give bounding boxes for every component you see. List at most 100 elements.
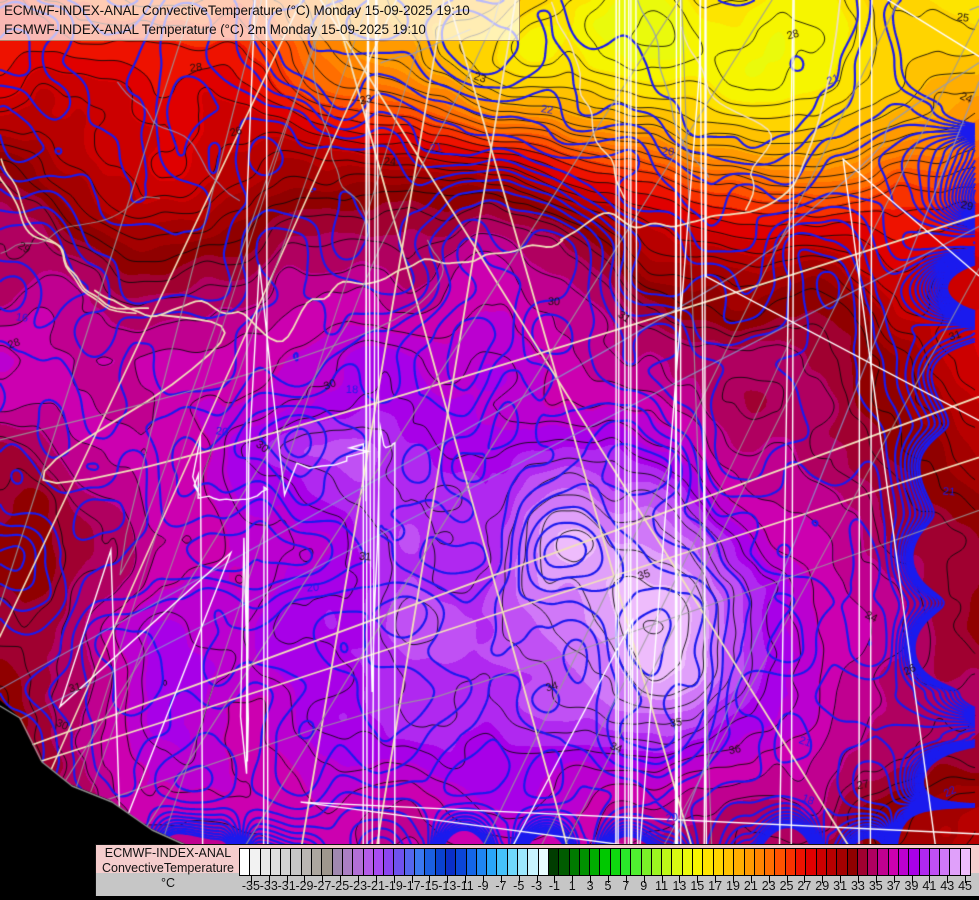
legend-units-label: °C	[160, 876, 176, 890]
colorbar-tick-label: -11	[456, 879, 474, 893]
colorbar-tick	[590, 875, 592, 883]
colorbar-swatch	[599, 849, 610, 875]
colorbar-swatch	[619, 849, 631, 875]
colorbar-tick	[429, 875, 431, 883]
colorbar-swatch	[424, 849, 435, 875]
colorbar-swatch	[589, 849, 600, 875]
colorbar-swatch	[949, 849, 960, 875]
colorbar-tick	[715, 875, 717, 883]
colorbar-swatch	[547, 849, 559, 875]
colorbar-tick-label: -7	[495, 879, 507, 893]
colorbar[interactable]	[239, 848, 971, 876]
colorbar-swatch	[609, 849, 620, 875]
colorbar-swatch	[311, 849, 322, 875]
colorbar-swatch	[846, 849, 857, 875]
colorbar-tick-label: -23	[349, 879, 368, 893]
colorbar-swatch	[898, 849, 909, 875]
colorbar-swatch	[506, 849, 518, 875]
colorbar-tick-label: 3	[586, 879, 594, 893]
colorbar-tick	[822, 875, 824, 883]
colorbar-swatch	[753, 849, 765, 875]
colorbar-tick	[732, 875, 734, 883]
colorbar-tick-label: -35	[241, 879, 260, 893]
colorbar-tick-label: 19	[726, 879, 740, 893]
colorbar-tick-label: -27	[313, 879, 332, 893]
colorbar-tick-label: 11	[655, 879, 669, 893]
colorbar-tick-label: 17	[708, 879, 723, 893]
colorbar-tick	[447, 875, 449, 883]
colorbar-swatch	[300, 849, 312, 875]
colorbar-tick	[304, 875, 306, 883]
colorbar-swatch	[578, 849, 590, 875]
colorbar-swatch	[939, 849, 950, 875]
colorbar-swatch	[362, 849, 373, 875]
colorbar-tick	[554, 875, 556, 883]
colorbar-tick-label: 37	[886, 879, 901, 893]
colorbar-tick-label: 41	[922, 879, 937, 893]
colorbar-tick-label: 23	[761, 879, 776, 893]
colorbar-tick-labels: -35 -33 -31 -29 -27 -25 -23 -21 -19 -17 -15 -13 -11-…	[239, 879, 973, 895]
colorbar-swatch	[372, 849, 384, 875]
colorbar-swatch	[722, 849, 734, 875]
colorbar-swatch	[475, 849, 487, 875]
map-title-overlay: ECMWF-INDEX-ANAL ConvectiveTemperature (…	[0, 0, 520, 41]
colorbar-tick	[500, 875, 502, 883]
colorbar-swatch	[887, 849, 898, 875]
colorbar-tick	[536, 875, 538, 883]
colorbar-swatch	[486, 849, 497, 875]
colorbar-tick	[750, 875, 752, 883]
title-line-temperature-2m: ECMWF-INDEX-ANAL Temperature (°C) 2m Mon…	[4, 22, 426, 37]
colorbar-tick	[286, 875, 288, 883]
colorbar-tick-label: 25	[779, 879, 794, 893]
colorbar-tick-label: 31	[833, 879, 848, 893]
colorbar-swatch	[527, 849, 538, 875]
colorbar-tick-label: -9	[477, 879, 489, 893]
color-scale-legend: ECMWF-INDEX-ANAL ConvectiveTemperature °…	[95, 844, 979, 896]
colorbar-tick	[661, 875, 663, 883]
colorbar-tick	[804, 875, 806, 883]
colorbar-swatch	[414, 849, 425, 875]
colorbar-tick-label: 13	[672, 879, 687, 893]
colorbar-swatch	[393, 849, 404, 875]
colorbar-swatch	[465, 849, 476, 875]
colorbar-tick	[465, 875, 467, 883]
colorbar-tick-label: -19	[384, 879, 403, 893]
colorbar-swatch	[568, 849, 579, 875]
colorbar-swatch	[517, 849, 528, 875]
colorbar-swatch	[836, 849, 847, 875]
colorbar-tick	[965, 875, 967, 883]
colorbar-swatch	[928, 849, 940, 875]
colorbar-swatch	[774, 849, 785, 875]
colorbar-tick	[268, 875, 270, 883]
colorbar-tick-label: -29	[295, 879, 314, 893]
colorbar-tick-label: 29	[815, 879, 830, 893]
colorbar-swatch	[959, 849, 971, 875]
colorbar-swatch	[269, 849, 281, 875]
colorbar-swatch	[692, 849, 703, 875]
colorbar-tick	[697, 875, 699, 883]
colorbar-tick-label: 45	[958, 879, 973, 893]
colorbar-tick-label: 21	[743, 879, 758, 893]
colorbar-tick-label: 15	[690, 879, 705, 893]
colorbar-tick-label: -1	[548, 879, 560, 893]
colorbar-swatch	[455, 849, 466, 875]
colorbar-tick-label: 35	[868, 879, 883, 893]
colorbar-swatch	[280, 849, 291, 875]
colorbar-swatch	[650, 849, 662, 875]
colorbar-tick-label: 9	[640, 879, 648, 893]
colorbar-tick-label: -33	[259, 879, 278, 893]
colorbar-swatch	[444, 849, 456, 875]
colorbar-ticks	[239, 875, 971, 883]
colorbar-swatch	[877, 849, 888, 875]
colorbar-tick	[340, 875, 342, 883]
colorbar-tick	[947, 875, 949, 883]
colorbar-tick	[572, 875, 574, 883]
colorbar-tick-label: 1	[568, 879, 576, 893]
colorbar-tick-label: -21	[366, 879, 385, 893]
colorbar-swatch	[795, 849, 806, 875]
colorbar-swatch	[784, 849, 796, 875]
colorbar-swatch	[259, 849, 270, 875]
